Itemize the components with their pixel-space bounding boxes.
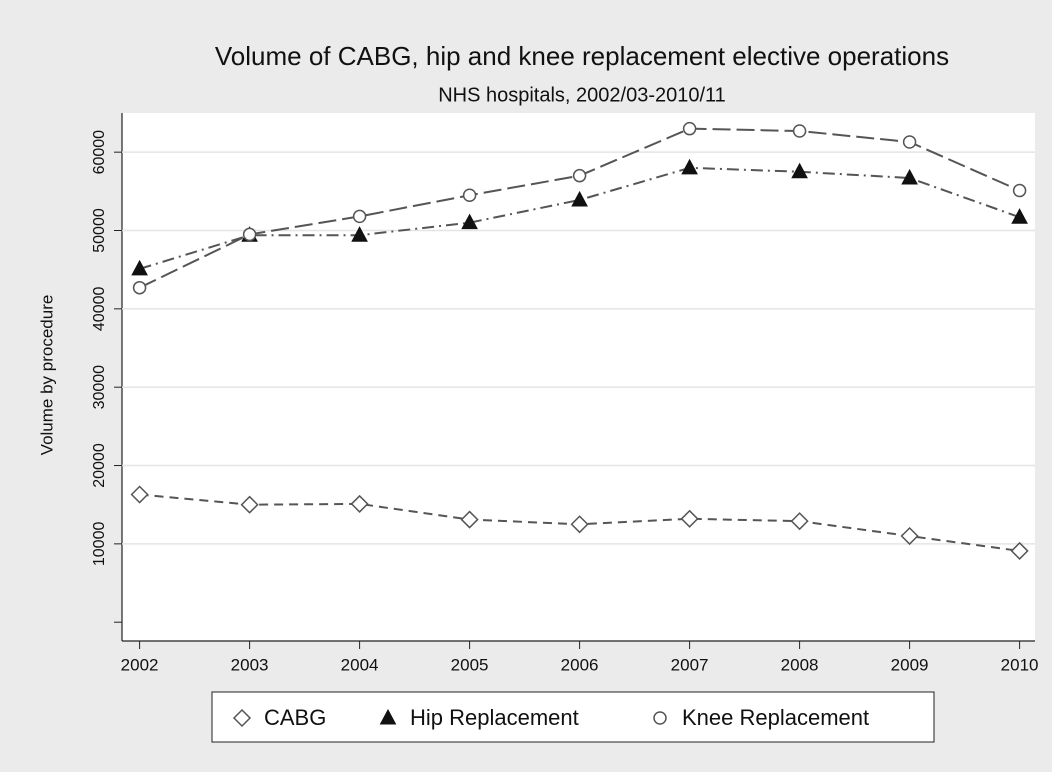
x-tick-label: 2004 <box>341 655 379 674</box>
x-tick-label: 2006 <box>561 655 599 674</box>
point <box>681 158 698 175</box>
series-line <box>139 166 1020 270</box>
point <box>791 162 808 179</box>
y-tick-label: 30000 <box>91 365 108 410</box>
legend-marker <box>379 708 397 725</box>
x-tick-label: 2002 <box>121 655 159 674</box>
point <box>1010 541 1029 560</box>
point <box>461 213 478 230</box>
point <box>902 135 917 149</box>
point <box>680 509 699 528</box>
point <box>352 209 367 224</box>
y-tick-label: 50000 <box>91 208 108 253</box>
point <box>900 526 919 546</box>
point <box>682 121 697 136</box>
legend <box>211 691 935 743</box>
y-tick-label: 40000 <box>91 287 108 332</box>
x-tick-label: 2009 <box>891 655 929 674</box>
point <box>132 280 147 295</box>
y-tick-label: 60000 <box>91 130 108 175</box>
y-tick-label: 20000 <box>91 443 108 488</box>
point <box>901 168 918 185</box>
chart-subtitle: NHS hospitals, 2002/03-2010/11 <box>438 84 726 106</box>
chart-title: Volume of CABG, hip and knee replacement… <box>215 41 949 71</box>
point <box>131 259 148 276</box>
point <box>570 515 589 534</box>
x-tick-label: 2007 <box>671 655 709 674</box>
point <box>1012 183 1027 198</box>
legend-label: CABG <box>264 705 326 730</box>
legend-marker <box>653 711 667 725</box>
y-tick-label: 10000 <box>91 522 108 567</box>
plot-area <box>122 113 1035 641</box>
point <box>462 188 477 203</box>
x-tick-label: 2003 <box>231 655 269 674</box>
legend-marker <box>232 708 252 728</box>
x-tick-label: 2010 <box>1001 655 1039 674</box>
point <box>460 510 479 529</box>
point <box>790 512 809 531</box>
legend-label: Hip Replacement <box>410 705 579 730</box>
point <box>350 494 369 513</box>
point <box>571 190 588 207</box>
legend-label: Knee Replacement <box>682 705 869 730</box>
x-tick-label: 2008 <box>781 655 819 674</box>
point <box>792 124 807 138</box>
y-axis-label: Volume by procedure <box>37 295 56 456</box>
point <box>351 226 368 242</box>
point <box>572 168 587 183</box>
point <box>130 485 149 504</box>
point <box>242 227 257 242</box>
x-tick-label: 2005 <box>451 655 489 674</box>
point <box>240 495 259 514</box>
point <box>1011 208 1028 224</box>
